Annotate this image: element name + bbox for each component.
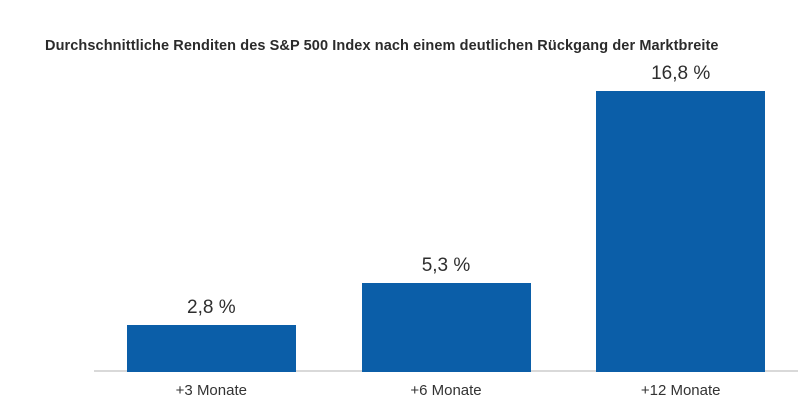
bars-row: 2,8 % 5,3 % 16,8 % <box>94 60 798 372</box>
bar <box>126 325 296 372</box>
x-axis-category-label: +12 Monate <box>640 382 721 399</box>
bar <box>361 283 531 372</box>
bar-group: 5,3 % <box>329 255 564 372</box>
bar-value-label: 5,3 % <box>421 255 471 276</box>
bar-group: 2,8 % <box>94 297 329 372</box>
x-axis-category-label: +3 Monate <box>175 382 247 399</box>
bar <box>596 91 766 372</box>
bar-value-label: 2,8 % <box>187 297 236 318</box>
x-axis-category-label: +6 Monate <box>410 382 482 399</box>
bar-group: 16,8 % <box>563 63 798 372</box>
bar-value-label: 16,8 % <box>651 63 711 84</box>
plot-area: 2,8 % 5,3 % 16,8 % +3 Monate +6 Monate +12 M… <box>94 60 798 399</box>
x-axis-category-labels: +3 Monate +6 Monate +12 Monate <box>94 382 798 399</box>
chart-title: Durchschnittliche Renditen des S&P 500 I… <box>45 38 719 54</box>
